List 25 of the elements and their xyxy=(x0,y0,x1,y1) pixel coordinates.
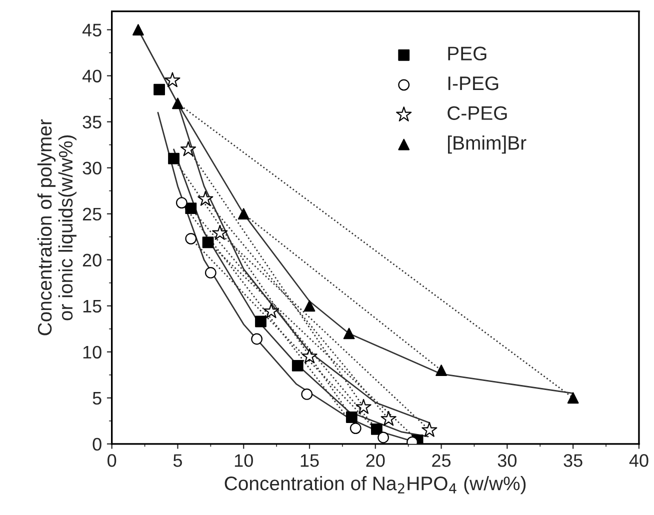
x-tick-label: 25 xyxy=(432,454,451,467)
y-axis-title: Concentration of polymer or ionic liquids(w/w%) xyxy=(37,119,76,336)
y-tick-label: 0 xyxy=(92,438,102,451)
y-tick-label: 25 xyxy=(82,208,102,221)
y-tick-label: 10 xyxy=(83,346,102,359)
x-tick-label: 35 xyxy=(564,454,582,467)
y-tick-label: 5 xyxy=(92,392,102,405)
legend-label: I-PEG xyxy=(448,76,498,90)
x-tick-label: 10 xyxy=(234,454,253,467)
x-tick-label: 40 xyxy=(629,454,648,467)
y-tick-label: 15 xyxy=(83,300,102,313)
y-tick-label: 20 xyxy=(82,254,102,267)
y-tick-label: 35 xyxy=(82,116,102,128)
y-tick-label: 45 xyxy=(82,24,102,36)
x-tick-label: 5 xyxy=(173,454,182,467)
legend-label: [Bmim]Br xyxy=(448,136,526,154)
x-tick-label: 0 xyxy=(108,454,116,467)
y-tick-label: 40 xyxy=(82,70,102,82)
legend-label: C-PEG xyxy=(448,106,507,120)
legend-label: PEG xyxy=(448,46,486,60)
x-axis-title: Concentration of Na$_{2}$HPO$_{4}$ (w/w%) xyxy=(224,476,526,494)
x-tick-label: 15 xyxy=(300,454,319,467)
y-tick-label: 30 xyxy=(82,162,102,175)
x-tick-label: 30 xyxy=(498,454,517,467)
x-tick-label: 20 xyxy=(366,454,385,467)
